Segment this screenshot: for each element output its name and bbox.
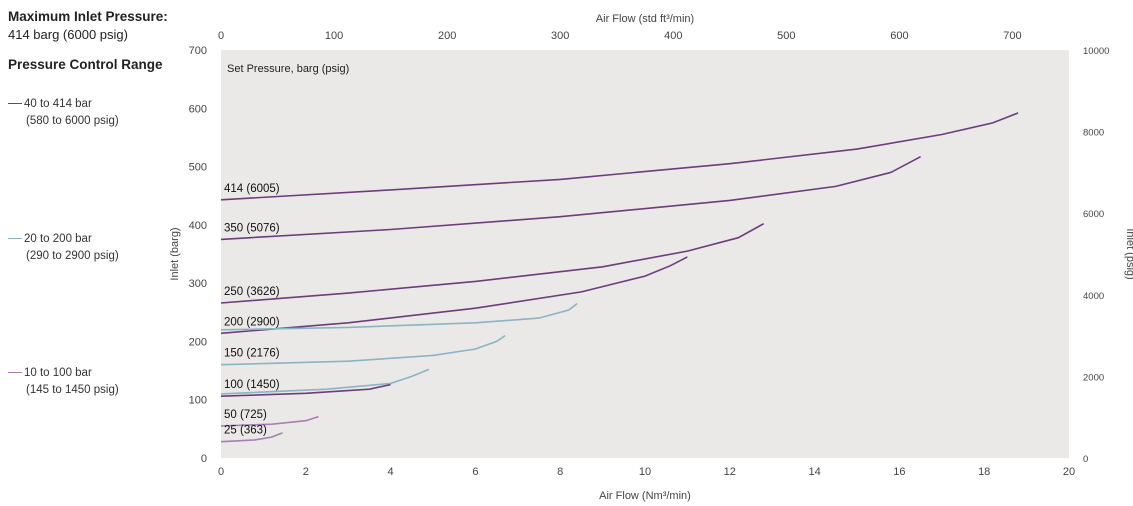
series-line <box>220 383 391 397</box>
y-tick-label: 400 <box>189 220 207 232</box>
plot-area <box>221 50 1069 458</box>
legend-item-40-414: 40 to 414 bar (580 to 6000 psig) <box>8 96 119 130</box>
x-tick-label: 8 <box>557 466 563 478</box>
pressure-control-range-title: Pressure Control Range <box>8 57 163 72</box>
x2-axis-label: Air Flow (std ft³/min) <box>596 13 694 25</box>
series-label: 350 (5076) <box>224 222 280 234</box>
x2-tick-label: 0 <box>218 30 224 42</box>
max-inlet-value: 414 barg (6000 psig) <box>8 27 128 42</box>
y-tick-label: 100 <box>189 395 207 407</box>
x-tick-label: 20 <box>1063 466 1075 478</box>
y2-tick-label: 2000 <box>1083 372 1104 383</box>
series-line <box>220 334 506 366</box>
legend-line1: 20 to 200 bar <box>24 233 92 245</box>
y2-axis-label: Inlet (psig) <box>1124 228 1133 279</box>
series-line <box>220 415 319 427</box>
y2-tick-label: 8000 <box>1083 128 1104 139</box>
x-tick-label: 0 <box>218 466 224 478</box>
legend-line2: (145 to 1450 psig) <box>26 384 119 396</box>
y2-tick-label: 10000 <box>1083 46 1109 57</box>
y-tick-label: 200 <box>189 336 207 348</box>
y-tick-label: 600 <box>189 103 207 115</box>
x2-tick-label: 500 <box>777 30 795 42</box>
legend-line2: (580 to 6000 psig) <box>26 115 119 127</box>
x2-tick-label: 200 <box>438 30 456 42</box>
legend-swatch <box>8 103 22 105</box>
series-line <box>220 112 1019 201</box>
x-tick-label: 18 <box>978 466 990 478</box>
series-label: 414 (6005) <box>224 183 280 195</box>
x2-tick-label: 700 <box>1003 30 1021 42</box>
series-line <box>220 432 283 443</box>
legend-item-20-200: 20 to 200 bar (290 to 2900 psig) <box>8 231 119 265</box>
y-tick-label: 0 <box>201 453 207 465</box>
series-label: 200 (2900) <box>224 316 280 328</box>
x-tick-label: 12 <box>724 466 736 478</box>
x2-tick-label: 400 <box>664 30 682 42</box>
x-tick-label: 4 <box>388 466 394 478</box>
x-tick-label: 6 <box>472 466 478 478</box>
max-inlet-title: Maximum Inlet Pressure: <box>8 9 168 24</box>
header-block: Maximum Inlet Pressure: 414 barg (6000 p… <box>8 8 208 74</box>
series-label: 100 (1450) <box>224 379 280 391</box>
legend-swatch <box>8 372 22 374</box>
series-line <box>220 256 688 335</box>
legend-swatch <box>8 238 22 240</box>
y-tick-label: 500 <box>189 162 207 174</box>
x2-tick-label: 600 <box>890 30 908 42</box>
y-tick-label: 700 <box>189 45 207 57</box>
y2-tick-label: 4000 <box>1083 291 1104 302</box>
x-tick-label: 2 <box>303 466 309 478</box>
series-label: 25 (363) <box>224 425 267 437</box>
series-label: 250 (3626) <box>224 286 280 298</box>
x-axis-label: Air Flow (Nm³/min) <box>599 490 691 502</box>
x-tick-label: 10 <box>639 466 651 478</box>
set-pressure-label: Set Pressure, barg (psig) <box>227 63 349 75</box>
legend-line1: 10 to 100 bar <box>24 367 92 379</box>
y2-tick-label: 0 <box>1083 454 1088 465</box>
y-axis-label: Inlet (barg) <box>169 227 181 280</box>
legend-line2: (290 to 2900 psig) <box>26 250 119 262</box>
y-tick-label: 300 <box>189 278 207 290</box>
legend-line1: 40 to 414 bar <box>24 98 92 110</box>
series-label: 50 (725) <box>224 409 267 421</box>
y2-tick-label: 6000 <box>1083 209 1104 220</box>
series-line <box>220 155 921 241</box>
series-label: 150 (2176) <box>224 348 280 360</box>
x-tick-label: 14 <box>808 466 820 478</box>
series-line <box>220 222 765 304</box>
series-line <box>220 368 430 395</box>
legend-item-10-100: 10 to 100 bar (145 to 1450 psig) <box>8 365 119 399</box>
series-line <box>220 302 578 331</box>
x2-tick-label: 300 <box>551 30 569 42</box>
x-tick-label: 16 <box>893 466 905 478</box>
x2-tick-label: 100 <box>325 30 343 42</box>
